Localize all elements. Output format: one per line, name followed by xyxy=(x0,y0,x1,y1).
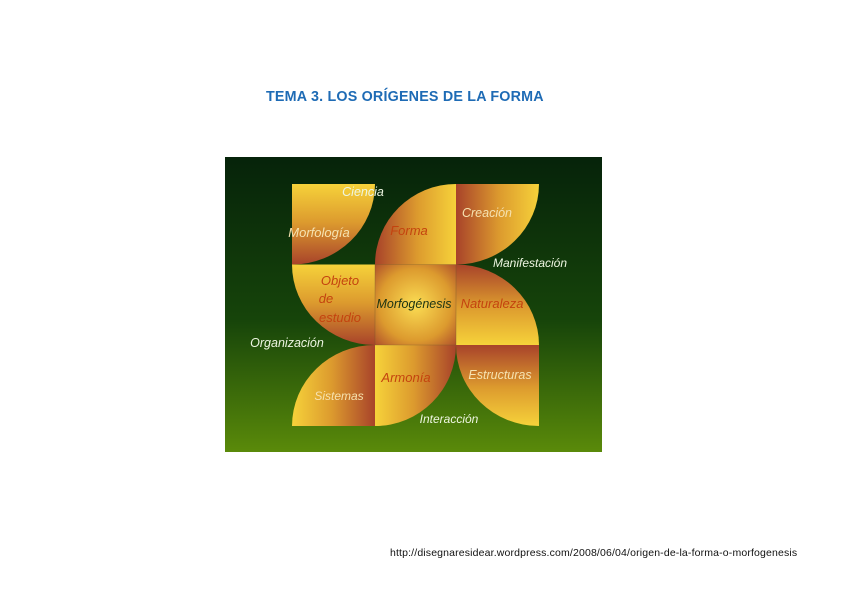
svg-text:Morfología: Morfología xyxy=(288,225,349,240)
svg-text:Sistemas: Sistemas xyxy=(314,389,363,403)
svg-text:Estructuras: Estructuras xyxy=(468,368,531,382)
svg-text:Organización: Organización xyxy=(250,336,324,350)
svg-text:Interacción: Interacción xyxy=(420,412,479,426)
svg-text:Morfogénesis: Morfogénesis xyxy=(376,297,451,311)
svg-text:de: de xyxy=(319,291,333,306)
svg-text:estudio: estudio xyxy=(319,310,361,325)
svg-text:Forma: Forma xyxy=(390,223,428,238)
svg-text:Creación: Creación xyxy=(462,206,512,220)
svg-text:Armonía: Armonía xyxy=(380,370,430,385)
svg-text:Ciencia: Ciencia xyxy=(342,185,384,199)
svg-text:Naturaleza: Naturaleza xyxy=(461,296,524,311)
svg-text:Objeto: Objeto xyxy=(321,273,359,288)
svg-text:Manifestación: Manifestación xyxy=(493,256,567,270)
